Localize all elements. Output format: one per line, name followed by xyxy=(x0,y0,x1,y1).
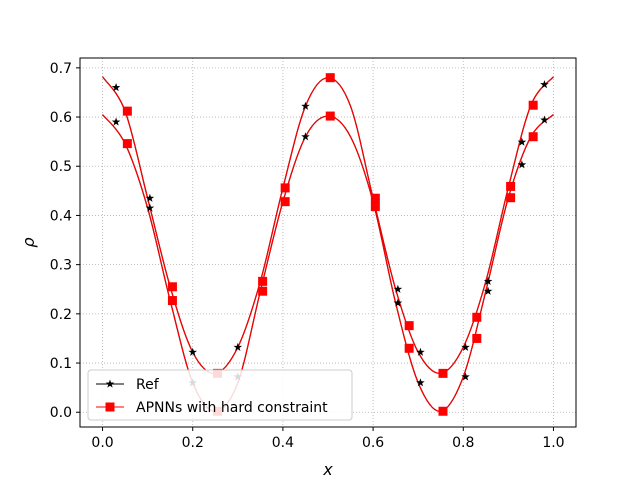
y-axis-ticks: 0.0 0.1 0.2 0.3 0.4 0.5 0.6 0.7 xyxy=(50,61,80,421)
apnn-marker xyxy=(506,193,516,203)
x-tick-label: 1.0 xyxy=(542,435,564,451)
apnn-marker xyxy=(370,202,380,212)
apnn-curve-1 xyxy=(102,114,554,412)
legend-star-icon xyxy=(105,379,115,388)
x-tick-label: 0.0 xyxy=(91,435,113,451)
apnn-marker xyxy=(472,312,482,322)
legend-marker-ref xyxy=(105,379,115,388)
ref-marker xyxy=(461,342,470,351)
ref-marker xyxy=(111,117,121,126)
apnn-marker xyxy=(438,368,448,378)
apnn-curve-2 xyxy=(102,76,554,374)
ref-marker xyxy=(540,80,549,89)
apnn-marker xyxy=(528,132,538,142)
series-curves xyxy=(102,76,554,412)
ref-marker xyxy=(416,347,425,356)
ref-marker xyxy=(517,137,527,146)
apnn-marker xyxy=(438,406,448,416)
ref-curve-2 xyxy=(102,76,554,374)
y-tick-label: 0.2 xyxy=(50,307,72,323)
apnn-marker xyxy=(404,343,414,353)
y-tick-label: 0.1 xyxy=(50,356,72,372)
ref-marker xyxy=(461,372,470,381)
y-tick-label: 0.6 xyxy=(50,110,72,126)
y-tick-label: 0.7 xyxy=(50,61,72,77)
apnn-marker xyxy=(325,111,335,121)
ref-marker xyxy=(188,347,198,356)
apnn-marker xyxy=(325,73,335,83)
legend-square-icon xyxy=(105,402,115,412)
ref-marker xyxy=(301,101,310,110)
ref-marker xyxy=(483,276,493,286)
ref-marker xyxy=(393,284,403,293)
legend-box xyxy=(87,369,353,421)
apnn-marker xyxy=(280,183,290,193)
ref-marker xyxy=(145,193,155,202)
apnn-marker xyxy=(506,181,516,191)
legend-label-apnn: APNNs with hard constraint xyxy=(136,400,328,416)
series-markers xyxy=(111,73,549,416)
y-tick-label: 0.4 xyxy=(50,208,72,224)
x-tick-label: 0.2 xyxy=(182,435,204,451)
legend-marker-apnn xyxy=(105,402,115,412)
x-tick-label: 0.6 xyxy=(362,435,384,451)
x-tick-label: 0.4 xyxy=(272,435,294,451)
y-tick-label: 0.0 xyxy=(50,405,72,421)
ref-marker xyxy=(233,342,243,351)
ref-curve-1 xyxy=(102,114,554,412)
apnn-marker xyxy=(122,139,132,149)
apnn-marker xyxy=(167,296,177,306)
legend: Ref APNNs with hard constraint xyxy=(87,369,353,421)
apnn-marker xyxy=(370,193,380,203)
ref-marker xyxy=(393,298,403,307)
x-tick-label: 0.8 xyxy=(452,435,474,451)
apnn-marker xyxy=(528,100,538,110)
ref-marker xyxy=(145,203,155,212)
y-tick-label: 0.3 xyxy=(50,258,72,274)
ref-marker xyxy=(517,160,527,169)
apnn-marker xyxy=(258,286,268,296)
ref-marker xyxy=(540,115,549,124)
apnn-marker xyxy=(122,106,132,116)
ref-marker xyxy=(301,132,310,141)
apnn-marker xyxy=(472,333,482,343)
plot-frame xyxy=(79,57,577,428)
apnn-marker xyxy=(167,282,177,292)
ref-marker xyxy=(416,378,425,387)
ref-marker xyxy=(483,286,493,295)
x-axis-label: x xyxy=(322,460,333,479)
y-tick-label: 0.5 xyxy=(50,159,72,175)
apnn-marker xyxy=(280,197,290,207)
apnn-marker xyxy=(258,276,268,286)
x-axis-ticks: 0.0 0.2 0.4 0.6 0.8 1.0 xyxy=(91,427,565,451)
legend-label-ref: Ref xyxy=(136,377,160,393)
y-axis-label: ρ xyxy=(19,237,38,247)
ref-marker xyxy=(111,83,121,92)
apnn-marker xyxy=(404,321,414,331)
